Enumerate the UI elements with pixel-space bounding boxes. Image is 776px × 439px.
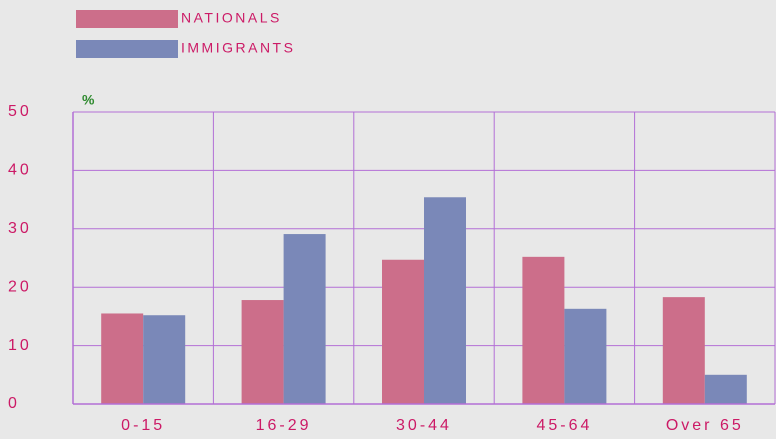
- x-tick-label: 45-64: [536, 417, 592, 434]
- y-tick-label: 40: [8, 162, 32, 179]
- x-tick-label: 0-15: [121, 417, 165, 434]
- y-tick-label: 0: [8, 395, 20, 412]
- bar: [564, 308, 607, 404]
- legend-swatch: [76, 40, 178, 58]
- bar: [143, 315, 186, 404]
- y-tick-label: 30: [8, 220, 32, 237]
- bar: [424, 197, 466, 404]
- bar: [662, 297, 705, 404]
- y-tick-label: 50: [8, 103, 32, 120]
- bar: [241, 300, 284, 404]
- legend-label: IMMIGRANTS: [181, 40, 295, 56]
- bar: [101, 313, 144, 404]
- legend-swatch: [76, 10, 178, 28]
- bar: [283, 234, 326, 404]
- x-tick-label: 30-44: [396, 417, 452, 434]
- y-unit-label: %: [82, 92, 95, 108]
- y-tick-label: 20: [8, 278, 32, 295]
- bar: [522, 256, 565, 404]
- x-tick-label: Over 65: [666, 417, 744, 434]
- legend-label: NATIONALS: [181, 10, 282, 26]
- x-tick-label: 16-29: [256, 417, 312, 434]
- y-tick-label: 10: [8, 337, 32, 354]
- bar: [704, 374, 747, 404]
- bar: [382, 259, 424, 404]
